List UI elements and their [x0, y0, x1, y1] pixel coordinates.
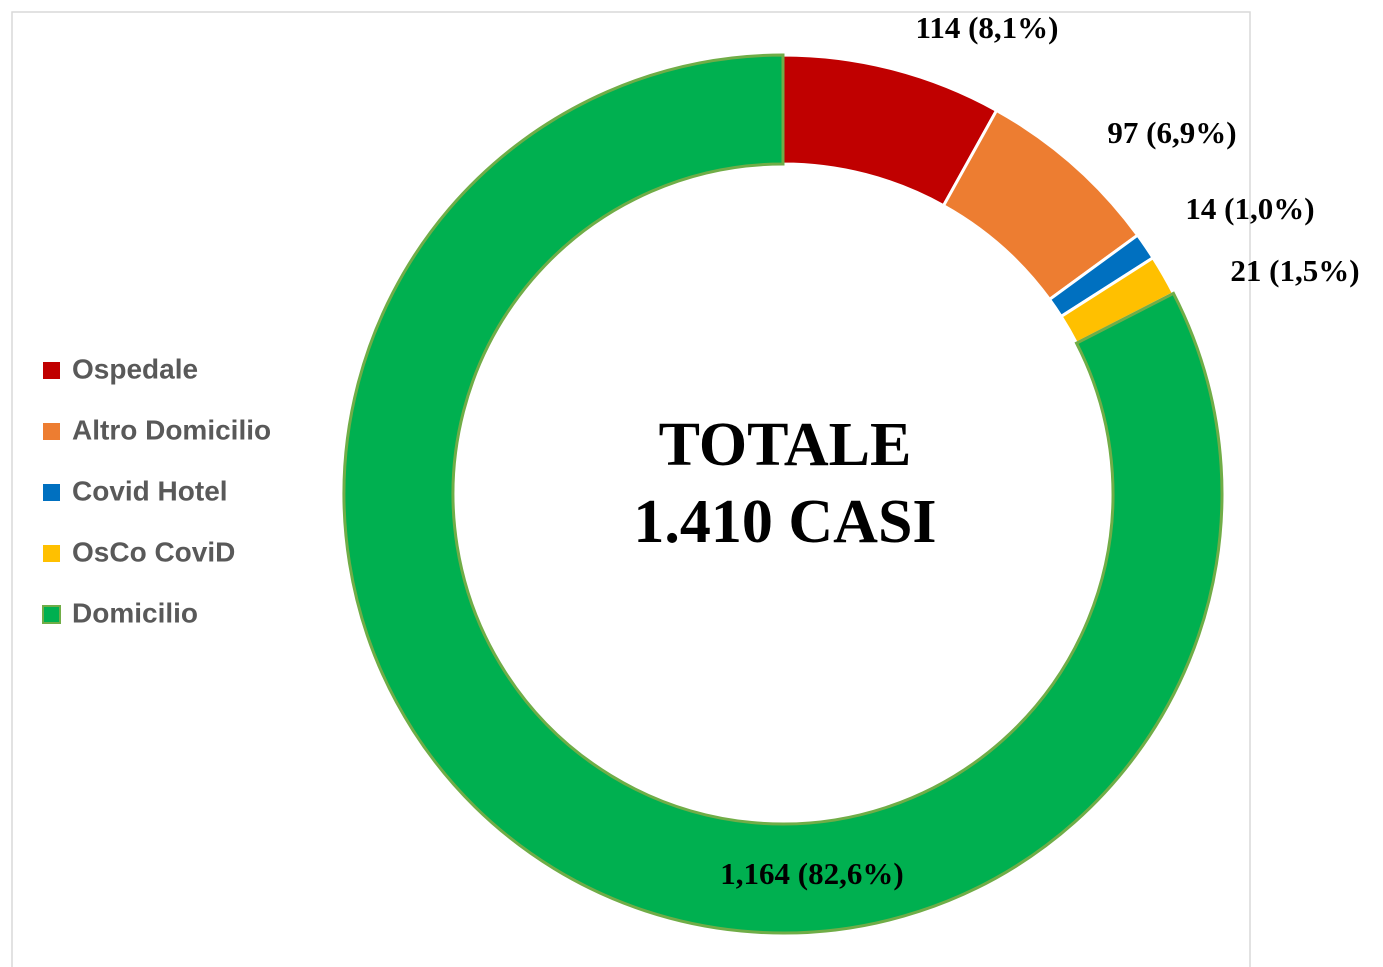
donut	[342, 53, 1224, 935]
data-label: 1,164 (82,6%)	[720, 856, 903, 891]
legend: Ospedale Altro Domicilio Covid Hotel OsCo C…	[42, 353, 271, 628]
data-labels: 114 (8,1%) 97 (6,9%) 14 (1,0%) 21 (1,5%) 1,1…	[720, 10, 1359, 891]
legend-label: Ospedale	[72, 353, 198, 384]
legend-label: Covid Hotel	[72, 475, 228, 506]
legend-label: OsCo CoviD	[72, 536, 235, 567]
legend-swatch	[43, 362, 60, 379]
center-subtitle: 1.410 CASI	[633, 488, 936, 556]
legend-swatch	[42, 605, 61, 624]
legend-swatch	[43, 423, 60, 440]
data-label: 14 (1,0%)	[1185, 191, 1314, 226]
data-label: 97 (6,9%)	[1107, 115, 1236, 150]
legend-label: Altro Domicilio	[72, 414, 271, 445]
center-title: TOTALE	[659, 411, 912, 479]
legend-swatch	[43, 484, 60, 501]
legend-swatch	[43, 545, 60, 562]
legend-label: Domicilio	[72, 597, 198, 628]
data-label: 114 (8,1%)	[916, 10, 1059, 45]
donut-slice	[342, 53, 1224, 935]
data-label: 21 (1,5%)	[1230, 253, 1359, 288]
